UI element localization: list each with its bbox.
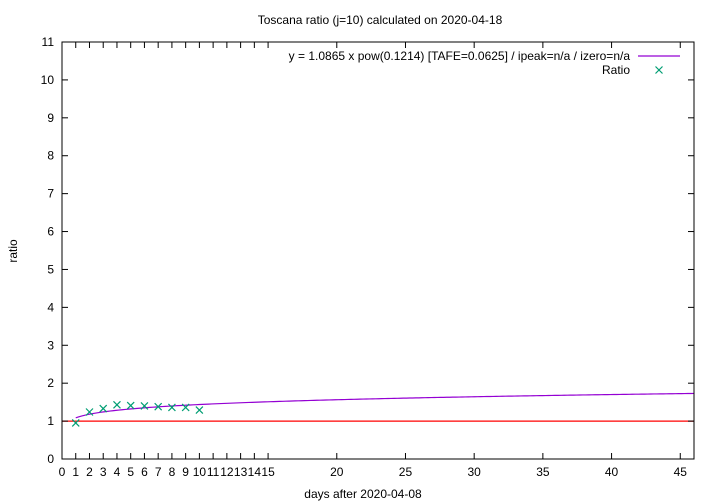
- data-point: [113, 400, 121, 409]
- x-tick-label: 13: [234, 465, 248, 479]
- data-point: [181, 403, 190, 412]
- x-tick-label: 8: [169, 465, 176, 479]
- y-tick-label: 8: [47, 149, 54, 163]
- x-tick-label: 2: [86, 465, 93, 479]
- x-tick-label: 6: [141, 465, 148, 479]
- plot-frame: [61, 41, 695, 460]
- x-tick-label: 20: [330, 465, 344, 479]
- y-tick-label: 7: [47, 187, 54, 201]
- fit-curve: [75, 392, 695, 419]
- data-point: [126, 401, 135, 410]
- x-tick-label: 5: [127, 465, 134, 479]
- x-tick-label: 40: [605, 465, 619, 479]
- data-point: [99, 404, 108, 413]
- y-tick-label: 4: [47, 300, 54, 314]
- y-tick-label: 6: [47, 225, 54, 239]
- x-axis-label: days after 2020-04-08: [304, 487, 422, 501]
- x-tick-label: 1: [72, 465, 79, 479]
- x-tick-label: 45: [674, 465, 688, 479]
- data-point: [154, 402, 163, 411]
- x-tick-label: 3: [100, 465, 107, 479]
- chart-title: Toscana ratio (j=10) calculated on 2020-…: [258, 13, 503, 27]
- data-point: [140, 402, 149, 410]
- y-tick-label: 2: [47, 376, 54, 390]
- y-tick-label: 3: [47, 338, 54, 352]
- data-point: [167, 403, 176, 412]
- y-tick-label: 10: [41, 73, 55, 87]
- y-axis-label: ratio: [6, 239, 20, 263]
- x-tick-label: 25: [399, 465, 413, 479]
- x-tick-label: 7: [155, 465, 162, 479]
- y-tick-label: 1: [47, 414, 54, 428]
- x-tick-label: 11: [207, 465, 220, 479]
- data-point: [195, 406, 204, 415]
- y-tick-label: 5: [47, 262, 54, 276]
- data-point: [85, 408, 94, 416]
- series-layer: [71, 392, 695, 427]
- x-tick-label: 12: [220, 465, 234, 479]
- legend: y = 1.0865 x pow(0.1214) [TAFE=0.0625] /…: [289, 49, 680, 77]
- x-tick-label: 9: [182, 465, 189, 479]
- data-point: [71, 419, 80, 427]
- legend-label-ratio: Ratio: [602, 63, 630, 77]
- x-tick-label: 14: [248, 465, 262, 479]
- legend-swatch-ratio: [655, 66, 663, 74]
- y-tick-label: 11: [42, 35, 55, 49]
- x-tick-label: 35: [536, 465, 550, 479]
- x-tick-label: 4: [114, 465, 121, 479]
- x-tick-label: 0: [59, 465, 66, 479]
- y-tick-label: 0: [47, 452, 54, 466]
- x-tick-label: 15: [261, 465, 275, 479]
- y-tick-label: 9: [47, 111, 54, 125]
- x-tick-label: 10: [193, 465, 207, 479]
- x-tick-label: 30: [467, 465, 481, 479]
- legend-label-fit: y = 1.0865 x pow(0.1214) [TAFE=0.0625] /…: [289, 49, 631, 63]
